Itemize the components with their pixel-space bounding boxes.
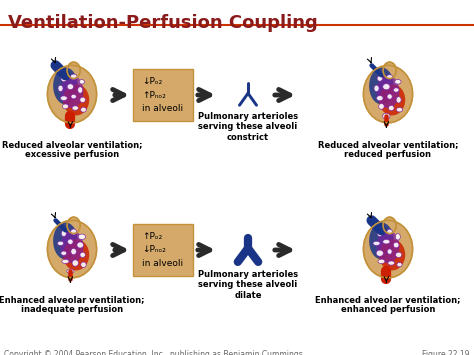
Ellipse shape <box>376 230 400 263</box>
Ellipse shape <box>383 113 390 119</box>
Ellipse shape <box>71 248 76 255</box>
Ellipse shape <box>396 97 401 103</box>
Ellipse shape <box>387 229 392 235</box>
Ellipse shape <box>379 84 405 115</box>
Ellipse shape <box>383 62 396 78</box>
Ellipse shape <box>395 252 402 257</box>
Ellipse shape <box>57 241 64 246</box>
Text: Pulmonary arterioles
serving these alveoli
dilate: Pulmonary arterioles serving these alveo… <box>198 270 298 300</box>
Text: Reduced alveolar ventilation;
reduced perfusion: Reduced alveolar ventilation; reduced pe… <box>318 140 458 159</box>
Ellipse shape <box>379 104 384 109</box>
Ellipse shape <box>374 85 379 92</box>
Ellipse shape <box>61 75 67 82</box>
Ellipse shape <box>78 234 85 240</box>
Ellipse shape <box>67 62 80 78</box>
Text: Enhanced alveolar ventilation;
inadequate perfusion: Enhanced alveolar ventilation; inadequat… <box>0 295 145 315</box>
Ellipse shape <box>383 268 389 274</box>
Ellipse shape <box>61 230 83 263</box>
Polygon shape <box>382 75 400 82</box>
Ellipse shape <box>78 87 82 93</box>
Ellipse shape <box>61 251 67 255</box>
FancyBboxPatch shape <box>133 69 193 121</box>
Text: Enhanced alveolar ventilation;
enhanced perfusion: Enhanced alveolar ventilation; enhanced … <box>315 295 461 315</box>
Ellipse shape <box>395 234 401 240</box>
Ellipse shape <box>63 84 89 115</box>
Ellipse shape <box>80 97 85 103</box>
Ellipse shape <box>395 80 401 84</box>
Ellipse shape <box>61 230 66 236</box>
Text: Reduced alveolar ventilation;
excessive perfusion: Reduced alveolar ventilation; excessive … <box>2 140 142 159</box>
Ellipse shape <box>383 240 390 244</box>
Ellipse shape <box>71 94 76 99</box>
Ellipse shape <box>376 95 383 101</box>
Ellipse shape <box>387 94 392 99</box>
Ellipse shape <box>70 74 77 80</box>
Ellipse shape <box>393 88 399 92</box>
Ellipse shape <box>77 242 83 248</box>
Ellipse shape <box>388 105 394 111</box>
Ellipse shape <box>53 67 78 104</box>
Ellipse shape <box>377 76 383 81</box>
Text: Pulmonary arterioles
serving these alveoli
constrict: Pulmonary arterioles serving these alveo… <box>198 112 298 142</box>
Ellipse shape <box>67 217 80 234</box>
FancyBboxPatch shape <box>133 224 193 276</box>
Ellipse shape <box>383 217 396 234</box>
Ellipse shape <box>397 262 402 267</box>
Ellipse shape <box>63 104 68 109</box>
Polygon shape <box>65 230 83 237</box>
Ellipse shape <box>377 230 383 236</box>
Ellipse shape <box>81 107 86 112</box>
Ellipse shape <box>67 113 73 119</box>
Ellipse shape <box>47 65 97 123</box>
Ellipse shape <box>80 252 85 257</box>
Ellipse shape <box>67 269 74 273</box>
Ellipse shape <box>71 229 77 235</box>
Ellipse shape <box>72 106 79 110</box>
Ellipse shape <box>376 75 400 108</box>
Ellipse shape <box>81 262 86 267</box>
Text: ↑Pₒ₂
↓Pₙₒ₂
in alveoli: ↑Pₒ₂ ↓Pₙₒ₂ in alveoli <box>143 232 183 268</box>
Ellipse shape <box>58 85 63 92</box>
Ellipse shape <box>376 250 383 256</box>
Ellipse shape <box>379 239 405 271</box>
Text: ↓Pₒ₂
↑Pₙₒ₂
in alveoli: ↓Pₒ₂ ↑Pₙₒ₂ in alveoli <box>143 77 183 113</box>
Ellipse shape <box>67 84 73 90</box>
Ellipse shape <box>369 67 394 104</box>
Ellipse shape <box>61 75 83 108</box>
Ellipse shape <box>68 239 73 244</box>
Ellipse shape <box>387 249 392 254</box>
Ellipse shape <box>396 108 402 112</box>
Ellipse shape <box>72 260 79 266</box>
Polygon shape <box>382 230 400 237</box>
Ellipse shape <box>364 65 412 123</box>
Ellipse shape <box>388 261 395 265</box>
Ellipse shape <box>79 80 84 84</box>
Ellipse shape <box>369 223 394 260</box>
Ellipse shape <box>386 75 393 79</box>
Ellipse shape <box>60 96 67 100</box>
Text: Figure 22.19: Figure 22.19 <box>422 350 470 355</box>
Ellipse shape <box>383 84 390 90</box>
Text: Copyright © 2004 Pearson Education, Inc., publishing as Benjamin Cummings: Copyright © 2004 Pearson Education, Inc.… <box>4 350 303 355</box>
Ellipse shape <box>373 241 380 245</box>
Polygon shape <box>65 75 83 82</box>
Ellipse shape <box>47 220 97 278</box>
Ellipse shape <box>364 220 412 278</box>
Ellipse shape <box>378 259 385 264</box>
Ellipse shape <box>62 259 69 263</box>
Text: Ventilation-Perfusion Coupling: Ventilation-Perfusion Coupling <box>8 14 318 32</box>
Ellipse shape <box>53 223 78 260</box>
Ellipse shape <box>63 239 89 271</box>
Ellipse shape <box>393 242 399 248</box>
